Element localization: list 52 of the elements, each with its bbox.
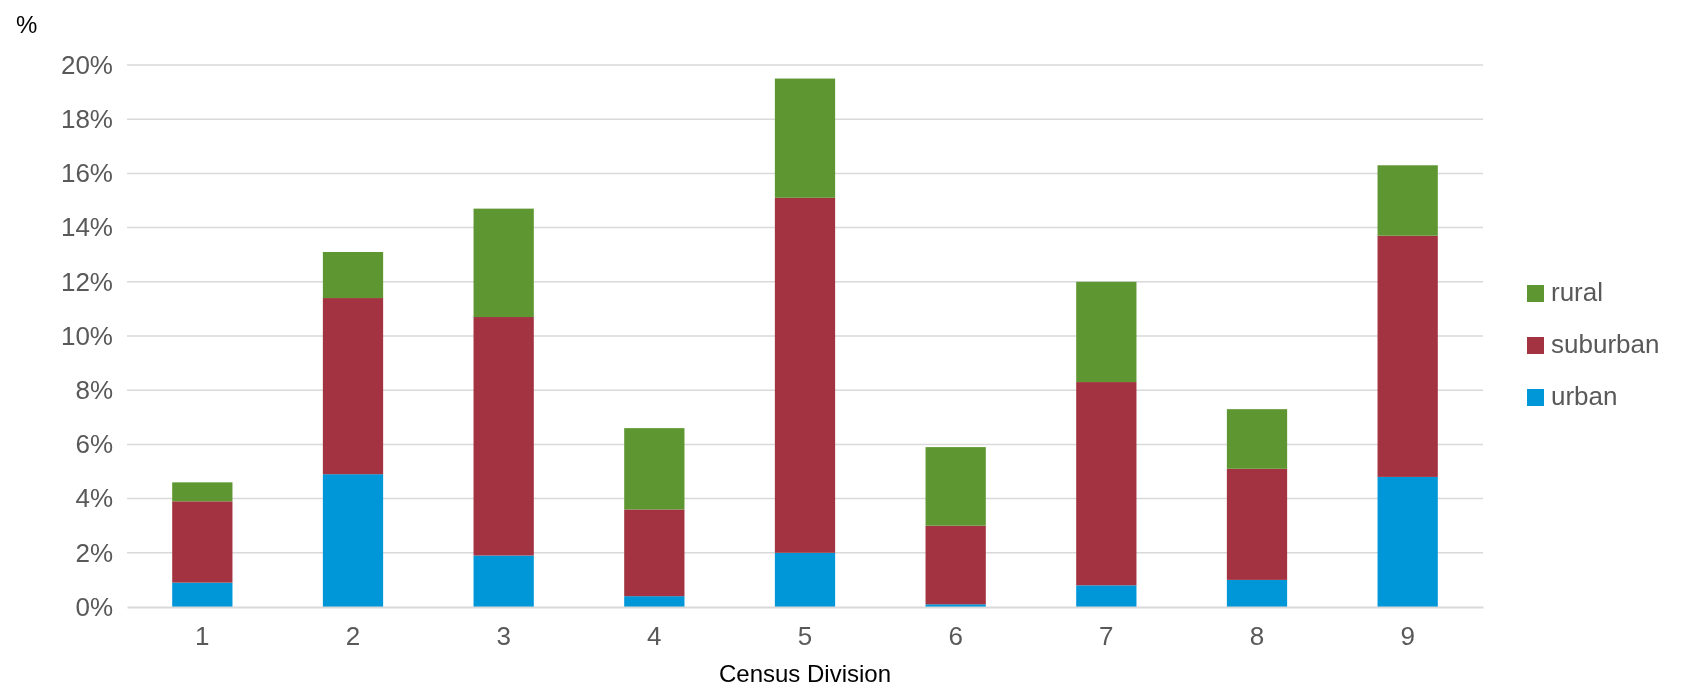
bar xyxy=(1226,468,1288,580)
bar xyxy=(1377,476,1438,607)
y-tick-label: 16% xyxy=(60,158,113,189)
bar xyxy=(1226,409,1288,469)
bar xyxy=(473,555,534,607)
bar xyxy=(774,197,836,553)
bar xyxy=(774,78,836,198)
bar xyxy=(322,251,384,299)
x-tick-label: 6 xyxy=(948,621,963,652)
bar xyxy=(624,509,685,597)
legend-label: suburban xyxy=(1551,329,1660,359)
bar xyxy=(1377,235,1438,477)
y-tick-label: 0% xyxy=(75,591,113,622)
bar xyxy=(1377,165,1438,236)
bar xyxy=(925,604,986,607)
y-tick-label: 18% xyxy=(60,104,113,135)
legend-label: rural xyxy=(1551,277,1604,307)
x-tick-label: 7 xyxy=(1099,621,1114,652)
bar xyxy=(1076,585,1137,607)
x-tick-label: 4 xyxy=(647,621,662,652)
bar xyxy=(1226,579,1288,607)
bar xyxy=(172,501,233,583)
bar xyxy=(1076,281,1137,383)
bar xyxy=(172,482,233,502)
x-tick-label: 5 xyxy=(797,621,813,652)
bar xyxy=(322,298,384,475)
bar xyxy=(172,582,233,607)
y-axis-title: % xyxy=(16,11,38,38)
bar xyxy=(624,428,685,510)
bar xyxy=(473,208,534,318)
bar xyxy=(774,552,836,607)
x-tick-label: 2 xyxy=(345,621,361,652)
x-tick-label: 1 xyxy=(195,621,210,652)
x-tick-label: 3 xyxy=(496,621,511,652)
y-tick-label: 20% xyxy=(60,49,113,80)
y-tick-label: 14% xyxy=(60,212,113,243)
y-tick-label: 12% xyxy=(60,266,113,297)
bar xyxy=(925,447,986,526)
bar xyxy=(624,596,685,607)
bar xyxy=(473,317,534,556)
x-tick-label: 8 xyxy=(1249,621,1265,652)
y-tick-label: 8% xyxy=(75,375,113,406)
bar xyxy=(322,474,384,607)
legend-label: urban xyxy=(1551,381,1618,411)
y-tick-label: 10% xyxy=(60,320,113,351)
y-tick-label: 6% xyxy=(75,429,113,460)
bar xyxy=(1076,382,1137,586)
y-tick-label: 2% xyxy=(75,537,113,568)
y-tick-label: 4% xyxy=(75,483,113,514)
x-axis-title: Census Division xyxy=(718,660,892,687)
bar xyxy=(925,525,986,605)
x-tick-label: 9 xyxy=(1400,621,1415,652)
